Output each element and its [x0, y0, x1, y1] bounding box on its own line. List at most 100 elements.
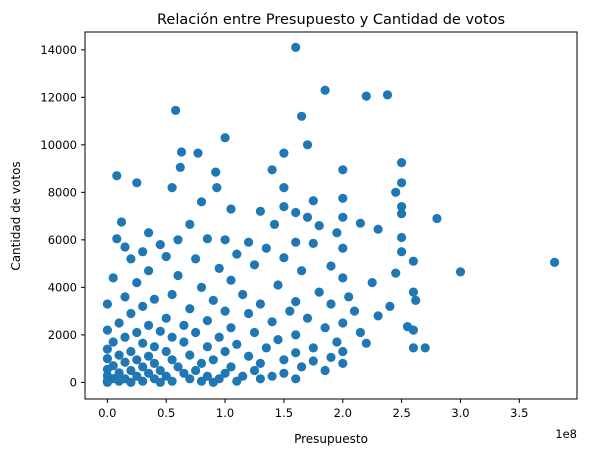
data-point-6 [220, 133, 230, 143]
data-point-101 [161, 313, 171, 323]
data-point-18 [397, 178, 407, 188]
data-point-89 [385, 301, 395, 311]
data-point-161 [226, 362, 236, 372]
data-point-138 [161, 346, 171, 357]
data-point-93 [326, 299, 336, 309]
data-point-106 [114, 318, 124, 328]
data-point-10 [279, 148, 289, 158]
data-point-9 [193, 148, 203, 158]
data-point-2 [361, 91, 371, 101]
data-point-59 [191, 254, 201, 264]
data-point-167 [249, 365, 260, 376]
data-point-117 [249, 327, 260, 338]
data-point-21 [279, 183, 289, 193]
x-axis: 0.0 0.5 1.0 1.5 2.0 2.5 3.0 3.5 [98, 399, 528, 420]
data-point-8 [176, 147, 187, 157]
data-point-189 [138, 376, 148, 386]
y-tick-label: 0 [70, 375, 77, 389]
x-tick-label: 3.0 [451, 406, 469, 420]
data-point-100 [373, 311, 383, 321]
data-point-35 [355, 218, 365, 228]
data-point-115 [155, 326, 165, 336]
data-point-116 [191, 327, 201, 338]
data-point-42 [332, 228, 342, 238]
points-layer [102, 42, 560, 387]
data-point-48 [291, 237, 301, 247]
data-point-146 [326, 352, 336, 362]
y-tick-label: 8000 [48, 185, 77, 199]
data-point-62 [326, 261, 336, 271]
data-point-22 [391, 187, 401, 197]
data-point-159 [138, 362, 148, 372]
data-point-16 [267, 165, 277, 175]
data-point-78 [367, 278, 377, 288]
y-tick-label: 6000 [48, 233, 77, 247]
data-point-84 [344, 292, 354, 302]
data-point-63 [408, 256, 418, 266]
data-point-170 [144, 368, 154, 378]
data-point-136 [102, 344, 112, 354]
data-point-55 [138, 247, 148, 257]
data-point-28 [226, 204, 236, 214]
data-point-43 [202, 234, 212, 244]
data-point-166 [191, 365, 201, 376]
data-point-19 [167, 183, 177, 193]
data-point-49 [397, 232, 407, 243]
data-point-102 [302, 313, 313, 323]
data-point-91 [138, 301, 148, 311]
data-point-183 [185, 374, 195, 384]
x-tick-label: 1.0 [216, 406, 234, 420]
data-point-66 [144, 266, 154, 276]
data-point-0 [291, 42, 301, 53]
data-point-97 [349, 306, 360, 316]
data-point-94 [185, 304, 195, 314]
data-point-188 [114, 376, 124, 386]
data-point-99 [244, 308, 254, 319]
data-point-40 [373, 224, 383, 234]
data-point-165 [155, 365, 165, 376]
data-point-70 [455, 267, 466, 277]
data-point-194 [126, 377, 136, 387]
data-point-27 [397, 202, 407, 212]
data-point-25 [196, 197, 207, 207]
data-point-141 [338, 346, 348, 357]
data-point-195 [155, 377, 165, 387]
data-point-155 [196, 358, 207, 368]
data-point-124 [332, 337, 342, 347]
y-axis-label: Cantidad de votos [9, 161, 23, 270]
data-point-196 [208, 377, 218, 387]
data-point-33 [397, 209, 407, 219]
y-tick-label: 2000 [48, 328, 77, 342]
data-point-90 [102, 299, 112, 309]
data-point-61 [126, 254, 136, 264]
data-point-120 [120, 332, 130, 342]
data-point-34 [302, 212, 313, 222]
data-point-79 [408, 287, 418, 297]
data-point-15 [112, 171, 122, 181]
data-point-135 [420, 343, 430, 353]
data-point-108 [179, 320, 189, 330]
data-point-122 [214, 332, 224, 342]
data-point-118 [291, 330, 301, 340]
data-point-44 [173, 235, 183, 245]
data-point-132 [261, 343, 271, 353]
data-point-162 [297, 362, 307, 372]
data-point-190 [167, 376, 177, 386]
data-point-148 [132, 355, 142, 365]
data-point-75 [132, 278, 142, 288]
data-point-92 [255, 299, 265, 309]
data-point-13 [211, 167, 221, 177]
data-point-7 [302, 140, 313, 150]
data-point-41 [144, 228, 154, 238]
data-point-179 [267, 371, 277, 381]
data-point-96 [285, 306, 295, 316]
data-point-133 [308, 343, 318, 353]
data-point-143 [144, 351, 154, 361]
x-tick-label: 0.0 [98, 406, 116, 420]
y-tick-label: 4000 [48, 280, 77, 294]
data-point-164 [126, 365, 136, 376]
data-point-77 [273, 280, 283, 290]
data-point-152 [308, 356, 318, 366]
data-point-193 [102, 377, 112, 387]
